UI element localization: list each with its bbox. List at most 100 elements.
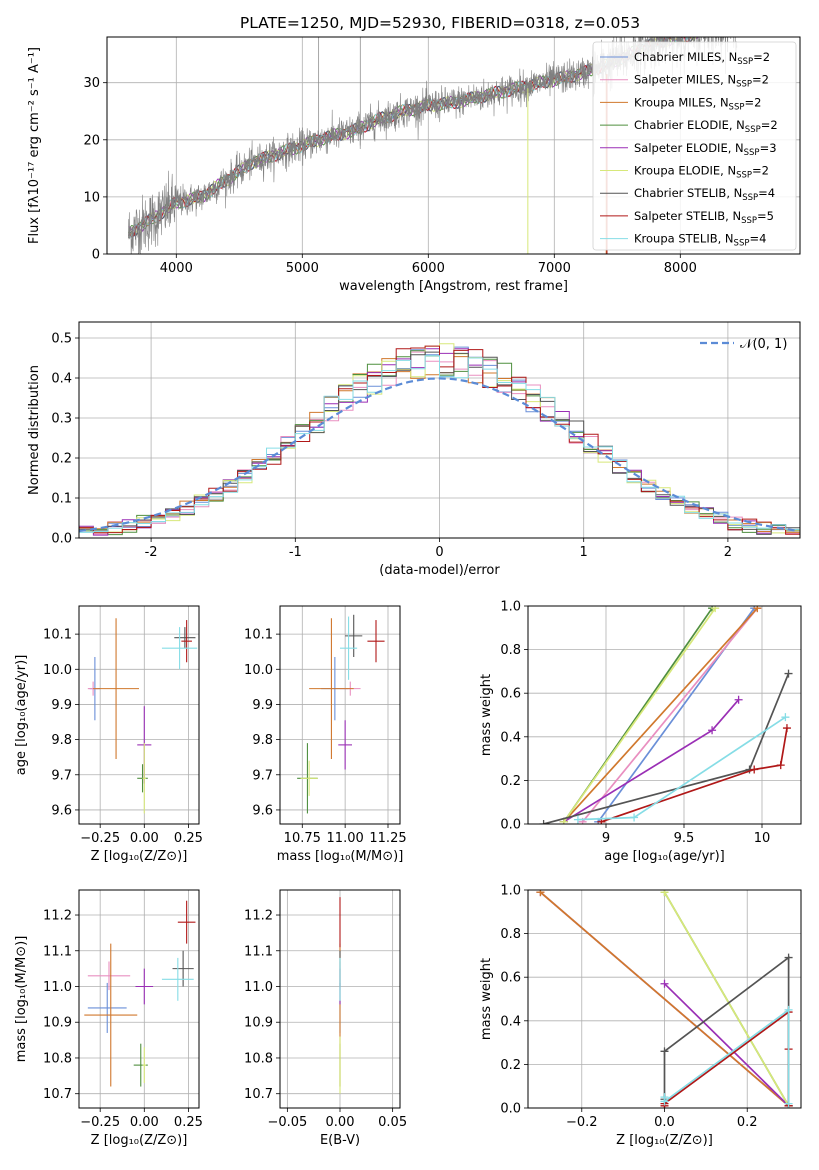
mass-weight-line <box>563 699 740 823</box>
y-tick-label: 9.7 <box>252 768 273 783</box>
legend-box <box>592 41 797 251</box>
x-axis-label: mass [log₁₀(M/M⊙)] <box>277 849 404 864</box>
y-tick-label: 1.0 <box>500 884 521 899</box>
mass-weight-marker <box>660 1047 669 1056</box>
axes-frame <box>527 605 802 825</box>
legend-label: Kroupa ELODIE, NSSP=2 <box>634 164 769 181</box>
plot-area-age_vs_mass <box>297 614 385 814</box>
y-tick-label: 0.0 <box>51 532 72 547</box>
y-tick-label: 10.1 <box>244 628 273 643</box>
y-tick-label: 1.0 <box>500 600 521 615</box>
plot-area-mass_vs_Z <box>84 900 196 1087</box>
x-tick-label: 10 <box>754 831 771 846</box>
y-tick-label: 0.4 <box>500 730 521 745</box>
x-axis-label: wavelength [Angstrom, rest frame] <box>339 279 568 294</box>
legend-label: Salpeter STELIB, NSSP=5 <box>634 209 774 226</box>
mass-weight-marker <box>776 761 785 770</box>
y-tick-label: 11.1 <box>43 944 72 959</box>
y-tick-label: 0 <box>92 248 100 263</box>
y-tick-label: 0.0 <box>500 1102 521 1117</box>
y-tick-label: 0.4 <box>51 372 72 387</box>
axes-frame <box>279 605 401 825</box>
x-tick-label: 5000 <box>286 261 319 276</box>
y-tick-label: 0.8 <box>500 643 521 658</box>
x-tick-label: 0.00 <box>130 1115 159 1130</box>
x-axis-label: age [log₁₀(age/yr)] <box>604 849 725 864</box>
y-axis-label: Flux [fλ10⁻¹⁷ erg cm⁻² s⁻¹ A⁻¹] <box>27 47 42 244</box>
x-tick-label: 2 <box>724 545 732 560</box>
mass-weight-line <box>581 607 758 823</box>
mass-weight-marker <box>536 890 545 897</box>
y-tick-label: 11.1 <box>244 944 273 959</box>
legend: Chabrier MILES, NSSP=2 Salpeter MILES, NS… <box>592 41 797 251</box>
y-tick-label: 0.1 <box>51 492 72 507</box>
x-axis-label: Z [log₁₀(Z/Z⊙)] <box>91 1133 188 1148</box>
y-tick-label: 0.4 <box>500 1014 521 1029</box>
y-tick-label: 0.6 <box>500 687 521 702</box>
legend-label: Chabrier MILES, NSSP=2 <box>634 50 770 67</box>
mass-weight-line <box>663 891 790 1107</box>
x-tick-label: 0.05 <box>378 1115 407 1130</box>
legend-label: Kroupa STELIB, NSSP=4 <box>634 232 766 249</box>
mass-weight-line <box>663 1010 790 1106</box>
axes-frame <box>527 889 802 1109</box>
y-tick-label: 0.2 <box>500 774 521 789</box>
x-axis-label: Z [log₁₀(Z/Z⊙)] <box>616 1133 713 1148</box>
x-tick-label: -2 <box>145 545 158 560</box>
x-tick-label: 1 <box>580 545 588 560</box>
y-tick-label: 0.8 <box>500 927 521 942</box>
mass-weight-marker <box>781 713 790 722</box>
mass-weight-marker <box>750 765 759 774</box>
mass-weight-marker <box>539 820 548 824</box>
x-tick-label: −0.05 <box>267 1115 307 1130</box>
y-tick-label: 10.7 <box>244 1087 273 1102</box>
y-tick-label: 10.9 <box>43 1016 72 1031</box>
x-tick-label: 9 <box>602 831 610 846</box>
y-axis-label: age [log₁₀(age/yr)] <box>14 655 29 776</box>
mass-weight-marker <box>782 724 791 733</box>
y-tick-label: 10.8 <box>244 1051 273 1066</box>
y-tick-label: 9.9 <box>51 698 72 713</box>
x-tick-label: 0 <box>435 545 443 560</box>
y-axis-label: Normed distribution <box>27 365 42 495</box>
y-tick-label: 10.7 <box>43 1087 72 1102</box>
y-tick-label: 9.6 <box>51 803 72 818</box>
y-tick-label: 11.0 <box>43 980 72 995</box>
mass-weight-line <box>563 607 758 823</box>
x-axis-label: Z [log₁₀(Z/Z⊙)] <box>91 849 188 864</box>
x-axis-label: E(B-V) <box>320 1133 360 1148</box>
plot-area-mass_weight_vs_Z <box>536 890 793 1108</box>
axes-frame <box>279 889 401 1109</box>
plot-area-mass_weight_vs_age <box>539 606 793 824</box>
x-tick-label: −0.25 <box>80 831 120 846</box>
y-tick-label: 10.9 <box>244 1016 273 1031</box>
mass-weight-line <box>663 983 790 1107</box>
x-tick-label: 0.00 <box>130 831 159 846</box>
y-tick-label: 9.8 <box>51 733 72 748</box>
panel-age_vs_Z: −0.25 0.00 0.25 9.6 9.7 9.8 9.9 10.0 10.1 Z [log₁… <box>14 605 203 864</box>
mass-weight-line <box>539 891 790 1107</box>
y-tick-label: 11.2 <box>244 909 273 924</box>
y-tick-label: 9.8 <box>252 733 273 748</box>
mass-weight-marker <box>784 1005 793 1014</box>
mass-weight-marker <box>660 890 669 897</box>
axes-frame <box>78 605 200 825</box>
legend-label: Chabrier STELIB, NSSP=4 <box>634 186 775 203</box>
y-tick-label: 0.3 <box>51 412 72 427</box>
mass-weight-marker <box>630 813 639 822</box>
x-tick-label: 0.0 <box>654 1115 675 1130</box>
axes-frame <box>78 321 801 539</box>
y-tick-label: 0.2 <box>51 452 72 467</box>
mass-weight-marker <box>784 953 793 962</box>
panel-spectrum: 4000 5000 6000 7000 8000 0 10 20 30 wavelength [A… <box>27 36 801 294</box>
y-tick-label: 10.1 <box>43 628 72 643</box>
x-tick-label: 0.25 <box>174 831 203 846</box>
legend-label: Salpeter MILES, NSSP=2 <box>634 73 769 90</box>
x-tick-label: 11.25 <box>369 831 406 846</box>
panel-residuals: -2 -1 0 1 2 0.0 0.1 0.2 0.3 0.4 0.5 (data-model)/er… <box>27 321 801 578</box>
mass-weight-marker <box>573 815 582 824</box>
mass-weight-marker <box>711 606 720 613</box>
y-tick-label: 30 <box>83 76 100 91</box>
y-tick-label: 10 <box>83 190 100 205</box>
